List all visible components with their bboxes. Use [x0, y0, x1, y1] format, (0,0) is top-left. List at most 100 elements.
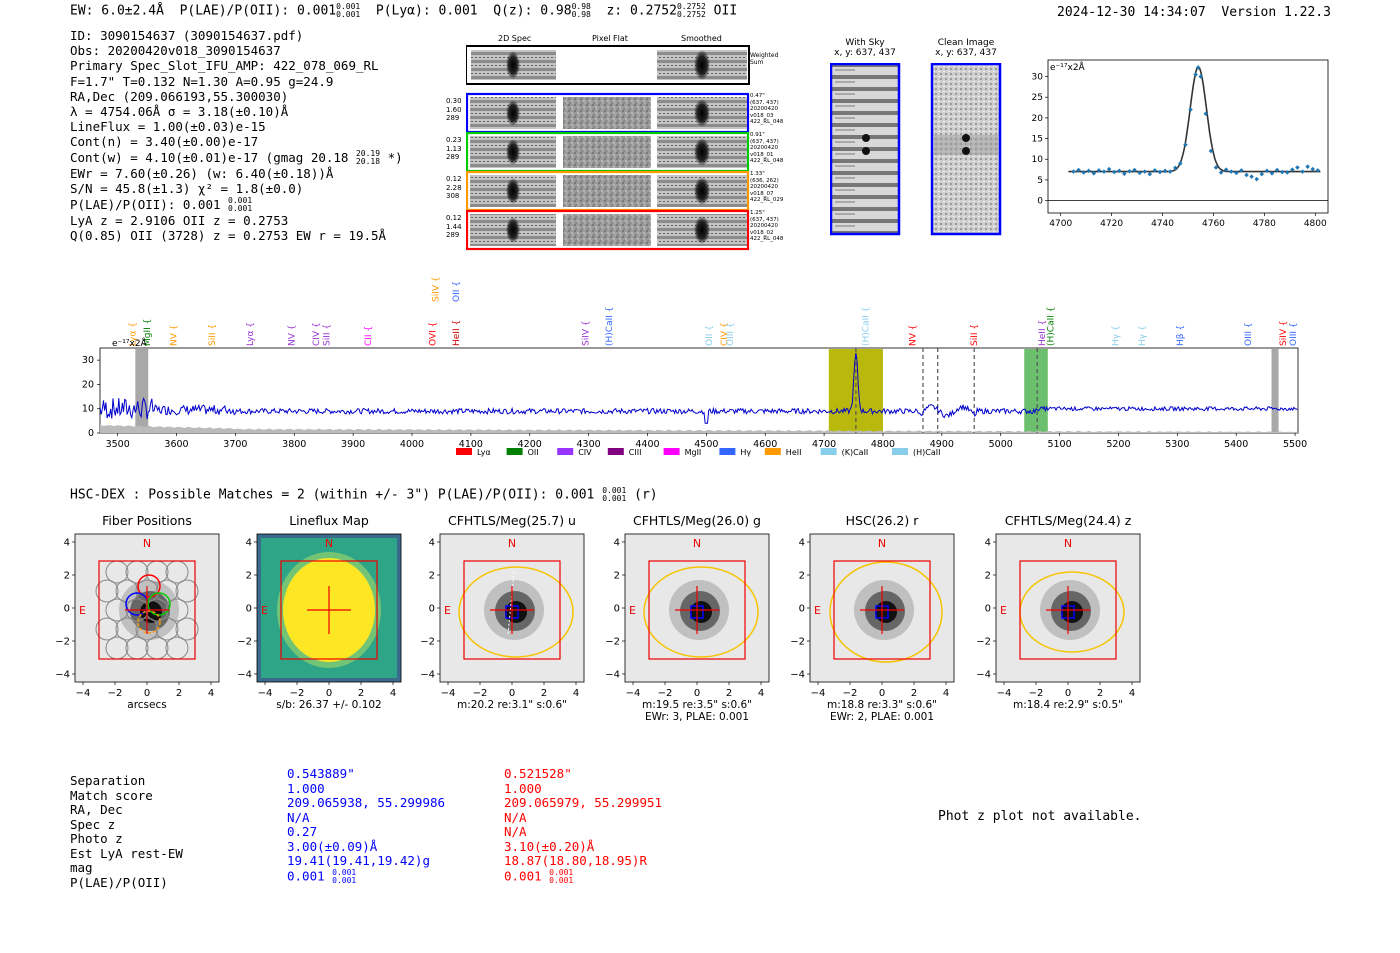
cutout-y-tick: 2 — [614, 571, 620, 582]
spectral-line-label: NV { — [170, 325, 180, 346]
zoom-plot-frame — [1047, 59, 1329, 214]
spectral-line-label: Lyα { — [128, 322, 138, 346]
cutout-x-tick: 0 — [509, 688, 515, 699]
info-obs: Obs: 20200420v018_3090154637 — [70, 43, 281, 59]
table-row-label: Match score — [70, 787, 153, 803]
cutout-x-tick: −4 — [997, 688, 1012, 699]
cutout-xlabel: m:18.4 re:2.9" s:0.5" — [1013, 699, 1123, 711]
table-cell: 0.001 0.001 0.001 — [287, 867, 357, 885]
zoom-data-point — [1198, 74, 1203, 79]
table-cell: 0.001 0.001 0.001 — [504, 867, 574, 885]
legend-label: CIII — [629, 448, 642, 457]
east-label: E — [814, 604, 821, 617]
fiber-row-stats: 0.23 1.13 289 — [446, 136, 462, 161]
table-cell: N/A — [504, 809, 527, 825]
legend-label: Hγ — [740, 448, 751, 457]
spectrum-x-tick: 4600 — [753, 439, 777, 450]
cutout-y-tick: −2 — [55, 637, 70, 648]
table-cell: 0.27 — [287, 824, 318, 839]
header-qz-range: 0.98 0.98 — [571, 2, 591, 19]
legend-swatch — [892, 448, 908, 455]
cutout-note: EWr: 3, PLAE: 0.001 — [645, 711, 749, 722]
header-z: z: 0.2752 — [606, 3, 677, 19]
zoom-x-tick: 4760 — [1202, 219, 1225, 229]
cutout-xlabel: arcsecs — [127, 699, 166, 711]
table-cell: 1.000 — [287, 780, 325, 796]
stamp-header-2dspec: 2D Spec — [498, 34, 532, 43]
cutout-x-tick: 2 — [726, 688, 732, 699]
header-z-range: 0.2752 0.2752 — [676, 2, 706, 19]
spectral-line-label: OIII { — [1289, 322, 1299, 346]
north-label: N — [325, 537, 333, 550]
zoom-fit-curve — [1068, 65, 1321, 173]
zoom-y-tick: 30 — [1032, 73, 1044, 83]
table-row-label: Est LyA rest-EW — [70, 845, 183, 861]
cutout-x-tick: 0 — [879, 688, 885, 699]
cutout-title: CFHTLS/Meg(25.7) u — [448, 513, 576, 528]
info-ewr: EWr = 7.60(±0.26) (w: 6.40(±0.18))Å — [70, 166, 334, 182]
spectral-line-label: CIV { — [720, 322, 730, 346]
cutout-x-tick: 0 — [1065, 688, 1071, 699]
spectrum-x-tick: 4100 — [459, 439, 483, 450]
table-row-label: Separation — [70, 773, 146, 788]
legend-swatch — [719, 448, 736, 455]
zoom-data-point — [1305, 164, 1310, 169]
cutout-y-tick: 2 — [429, 571, 435, 582]
cutout-x-tick: −2 — [1029, 688, 1044, 699]
zoom-x-tick: 4700 — [1049, 219, 1072, 229]
cutout-x-tick: 4 — [1129, 688, 1135, 699]
north-label: N — [143, 537, 151, 550]
spectral-line-label: Hγ { — [1111, 325, 1121, 346]
spectrum-x-tick: 3800 — [282, 439, 306, 450]
table-cell: 0.521528" — [504, 766, 572, 781]
cutout-image: N E −4 −4 −2 −2 0 0 2 2 4 4 m:19.5 re:3.5" s:0.6"EWr… — [605, 533, 770, 722]
zoom-data-point — [1269, 171, 1275, 176]
spectrum-x-tick: 3600 — [164, 439, 188, 450]
legend-label: Lyα — [477, 448, 491, 457]
spectral-line-label: (H)CaII { — [861, 307, 871, 347]
spectral-line-label: (H)CaII { — [605, 307, 615, 347]
cutout-x-tick: 4 — [943, 688, 949, 699]
cutout-image: N E −4 −4 −2 −2 0 0 2 2 4 4 m:18.8 re:3.3" s:0.6"EWr… — [790, 533, 955, 722]
cutout-x-tick: −4 — [811, 688, 826, 699]
cutout-y-tick: 0 — [64, 604, 70, 615]
spectral-line-label: OVI { — [429, 322, 439, 346]
info-lineflux: LineFlux = 1.00(±0.03)e-15 — [70, 119, 266, 135]
fiber-row-meta: 1.33" (636, 262) 20200420 v018_07 422_RL_029 — [750, 171, 784, 204]
north-label: N — [508, 537, 516, 550]
info-fparams: F=1.7" T=0.132 N=1.30 A=0.95 g=24.9 — [70, 73, 334, 89]
cutout-y-tick: 2 — [799, 571, 805, 582]
spectral-line-label: CII { — [364, 326, 374, 346]
zoom-data-point — [1254, 176, 1259, 182]
legend-swatch — [557, 448, 574, 455]
table-row-label: mag — [70, 860, 93, 875]
cutout-x-tick: −4 — [626, 688, 641, 699]
spectral-line-label: SiIV { — [432, 276, 442, 302]
detection-info: ID: 3090154637 (3090154637.pdf) Obs: 202… — [70, 28, 403, 243]
zoom-x-tick: 4740 — [1151, 219, 1174, 229]
cutout-panel: CFHTLS/Meg(24.4) z N E −4 −4 −2 −2 0 0 2 2 4 4 m:18.4… — [966, 512, 1150, 727]
legend-label: (H)CaII — [913, 448, 940, 457]
spectrum-x-tick: 5200 — [1106, 439, 1130, 450]
cutout-x-tick: 4 — [208, 688, 214, 699]
zoom-data-point — [1157, 169, 1163, 175]
spectrum-unit-label: e⁻¹⁷x2Å — [112, 337, 148, 349]
zoom-data-point — [1086, 168, 1091, 174]
sky-residual — [100, 424, 1298, 433]
cutout-title: CFHTLS/Meg(26.0) g — [633, 513, 761, 528]
spectrum-x-tick: 5400 — [1224, 439, 1248, 450]
table-cell: 3.10(±0.20)Å — [504, 838, 595, 854]
table-cell: 209.065938, 55.299986 — [287, 795, 446, 810]
header-qz: Q(z): 0.98 — [493, 3, 572, 19]
cutout-y-tick: 4 — [429, 538, 435, 549]
zoom-data-point — [1285, 170, 1290, 175]
zoom-y-tick: 5 — [1037, 176, 1043, 186]
legend-label: CIV — [578, 448, 592, 457]
spectrum-x-tick: 5100 — [1047, 439, 1071, 450]
spectrum-x-tick: 5500 — [1283, 439, 1307, 450]
stamp-header-pixelflat: Pixel Flat — [592, 34, 628, 43]
zoom-data-point — [1137, 170, 1142, 176]
cutout-y-tick: −4 — [420, 670, 435, 681]
cutout-x-tick: 4 — [573, 688, 579, 699]
version: Version 1.22.3 — [1221, 5, 1331, 20]
